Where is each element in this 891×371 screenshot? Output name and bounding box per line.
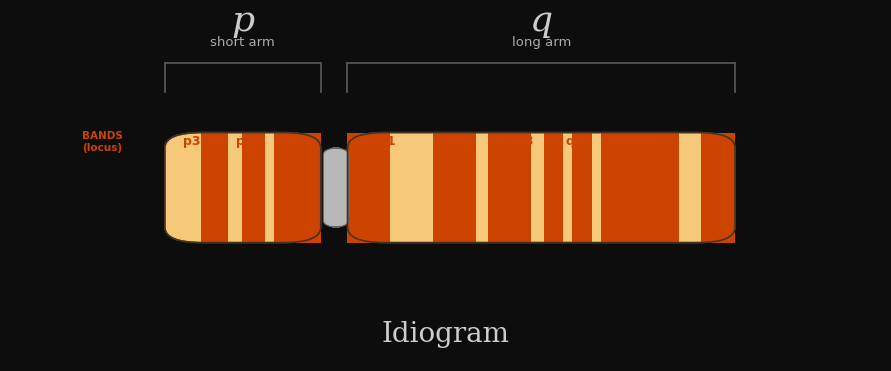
Text: p2: p2 (236, 135, 254, 148)
Text: BANDS
(locus): BANDS (locus) (82, 131, 123, 153)
Text: q4: q4 (566, 135, 584, 148)
Bar (572, 132, 592, 243)
Bar (701, 132, 735, 243)
Bar (347, 132, 390, 243)
FancyBboxPatch shape (347, 132, 735, 243)
Text: p: p (232, 4, 254, 37)
Text: q1: q1 (379, 135, 396, 148)
Text: p1: p1 (274, 135, 291, 148)
FancyBboxPatch shape (323, 148, 348, 227)
Bar (274, 132, 293, 243)
Bar (201, 132, 228, 243)
Text: q3: q3 (517, 135, 535, 148)
Bar (293, 132, 321, 243)
Text: long arm: long arm (511, 36, 571, 49)
Text: q5: q5 (609, 135, 626, 148)
Bar (601, 132, 625, 243)
Text: p3: p3 (183, 135, 200, 148)
FancyBboxPatch shape (165, 132, 321, 243)
Text: q2: q2 (441, 135, 459, 148)
Text: Idiogram: Idiogram (381, 321, 510, 348)
Bar (625, 132, 679, 243)
Bar (544, 132, 563, 243)
Bar (488, 132, 531, 243)
Text: q: q (530, 4, 552, 37)
Bar (433, 132, 476, 243)
Bar (242, 132, 265, 243)
Text: short arm: short arm (210, 36, 275, 49)
